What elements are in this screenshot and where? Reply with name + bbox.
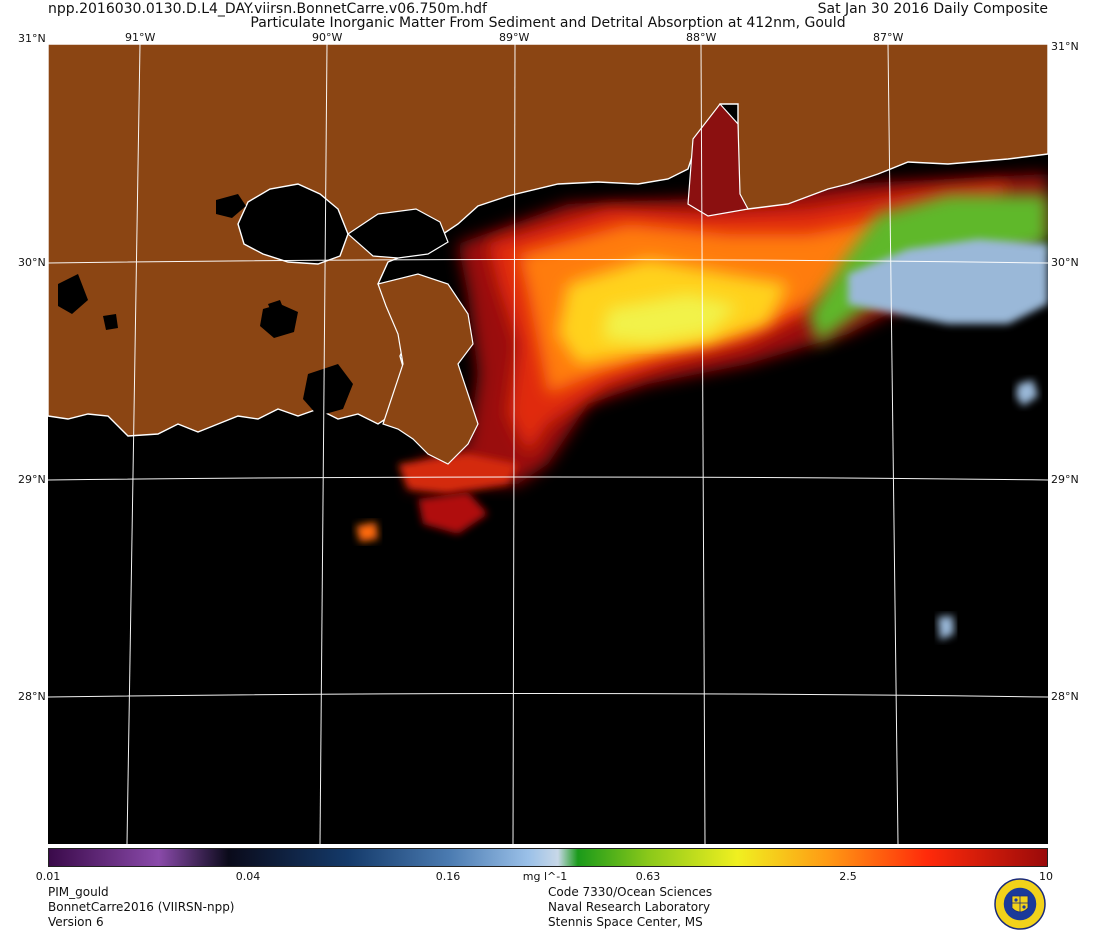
- lat-label-29n-left: 29°N: [18, 473, 46, 486]
- lake-salvador: [260, 304, 298, 338]
- lon-label-87w: 87°W: [873, 31, 904, 44]
- map-title: Particulate Inorganic Matter From Sedime…: [250, 15, 846, 31]
- barataria-bay: [303, 364, 353, 416]
- colorbar-tick-0-63: 0.63: [635, 870, 661, 883]
- lat-label-28n-left: 28°N: [18, 690, 46, 703]
- lake-small-island: [103, 314, 118, 330]
- delta-marsh: [377, 273, 479, 465]
- lon-label-89w: 89°W: [499, 31, 530, 44]
- org-code: Code 7330/Ocean Sciences: [548, 885, 713, 899]
- lat-label-30n-left: 30°N: [18, 256, 46, 269]
- lake-small-west: [58, 274, 88, 314]
- dataset-name: BonnetCarre2016 (VIIRSN-npp): [48, 900, 235, 914]
- colorbar: [48, 848, 1048, 867]
- graticule: [48, 44, 1048, 844]
- composite-date: Sat Jan 30 2016 Daily Composite: [817, 1, 1048, 17]
- nrl-seal-icon: [994, 878, 1046, 930]
- lat-label-28n-right: 28°N: [1051, 690, 1079, 703]
- version-text: Version 6: [48, 915, 104, 929]
- lake-borgne: [347, 208, 449, 259]
- lat-label-31n-top-left: 31°N: [18, 32, 46, 45]
- lat-label-31n-top-right: 31°N: [1051, 40, 1079, 53]
- footer-right: Code 7330/Ocean Sciences Naval Research …: [548, 885, 712, 930]
- lat-label-30n-right: 30°N: [1051, 256, 1079, 269]
- mobile-bay-water: [687, 103, 749, 217]
- org-name: Naval Research Laboratory: [548, 900, 711, 914]
- colorbar-tick-0-04: 0.04: [235, 870, 261, 883]
- colorbar-unit: mg l^-1: [522, 870, 568, 883]
- sediment-plume: [356, 174, 1048, 640]
- lake-tiny-1: [268, 300, 284, 314]
- lake-maurepas: [216, 194, 246, 218]
- file-name: npp.2016030.0130.D.L4_DAY.viirsn.BonnetC…: [48, 1, 487, 17]
- lon-label-88w: 88°W: [686, 31, 717, 44]
- product-name: PIM_gould: [48, 885, 109, 899]
- colorbar-tick-2-5: 2.5: [839, 870, 857, 883]
- lon-label-90w: 90°W: [312, 31, 343, 44]
- lon-label-91w: 91°W: [125, 31, 156, 44]
- org-location: Stennis Space Center, MS: [548, 915, 703, 929]
- map-panel: [48, 44, 1048, 844]
- colorbar-tick-0-16: 0.16: [435, 870, 461, 883]
- footer-left: PIM_gould BonnetCarre2016 (VIIRSN-npp) V…: [48, 885, 235, 930]
- colorbar-tick-10: 10: [1039, 870, 1053, 883]
- lat-label-29n-right: 29°N: [1051, 473, 1079, 486]
- colorbar-tick-0-01: 0.01: [35, 870, 61, 883]
